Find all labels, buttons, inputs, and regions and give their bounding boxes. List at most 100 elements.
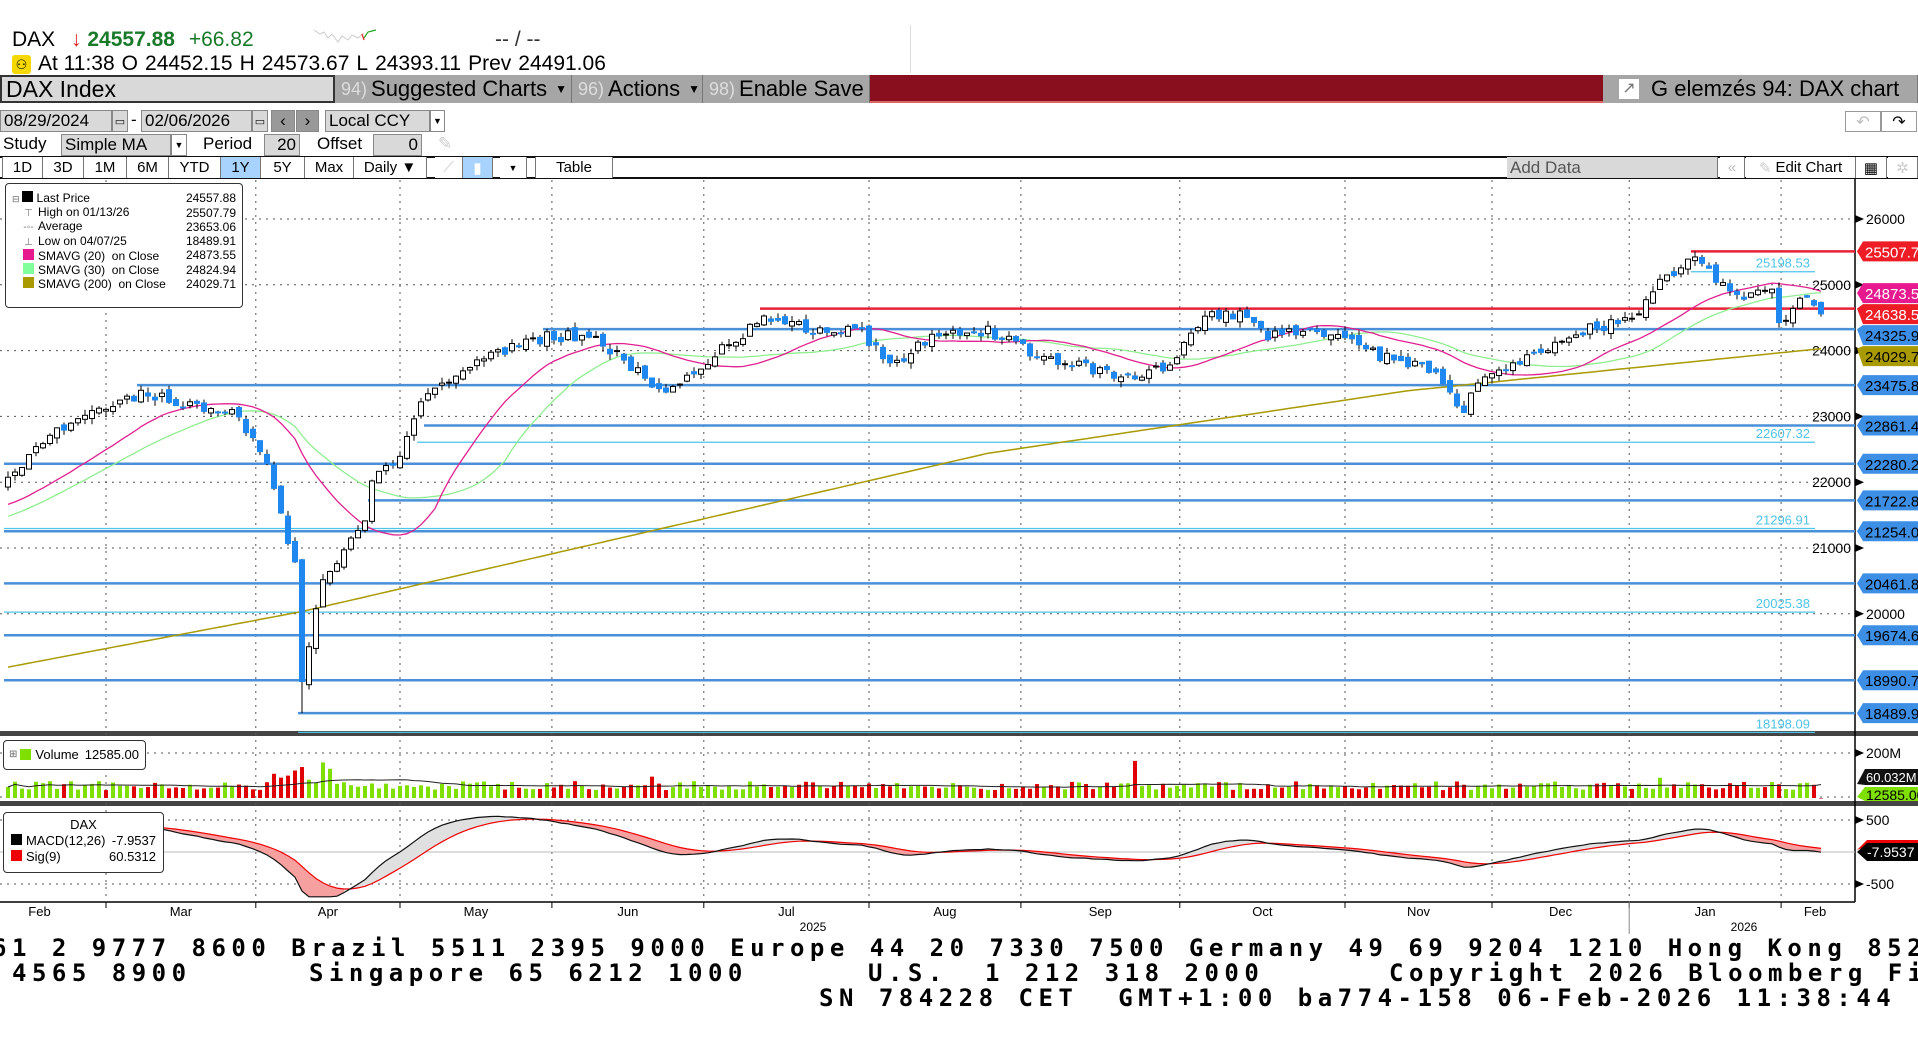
previous-period-button[interactable]: ‹ xyxy=(271,110,295,132)
chart-type-dropdown-icon[interactable]: ▼ xyxy=(500,157,527,178)
axis-price-label: 24029.71 xyxy=(1857,346,1918,367)
candle-body xyxy=(1475,382,1481,392)
study-select[interactable]: Simple MA xyxy=(61,134,171,156)
volume-last-label: 12585.00 xyxy=(1866,787,1918,803)
volume-bar xyxy=(55,788,59,798)
candle-body xyxy=(999,337,1005,340)
candle xyxy=(1608,314,1614,340)
range-button-5y[interactable]: 5Y xyxy=(261,157,305,178)
volume-bar xyxy=(1399,785,1403,798)
range-button-1d[interactable]: 1D xyxy=(2,157,43,178)
candle-body xyxy=(1055,353,1061,365)
candle-body xyxy=(215,411,221,414)
dropdown-arrow-icon[interactable]: ▼ xyxy=(171,134,187,156)
range-button-1m[interactable]: 1M xyxy=(84,157,127,178)
candle-body xyxy=(761,315,767,326)
chart-settings-icon[interactable]: ▦ xyxy=(1856,157,1887,178)
candle xyxy=(1636,310,1642,316)
candle xyxy=(663,383,669,394)
security-input[interactable]: DAX Index xyxy=(0,75,335,103)
candle-body xyxy=(1461,405,1467,413)
enable-save-button[interactable]: 98) Enable Save xyxy=(703,75,870,103)
candle xyxy=(1048,353,1054,359)
dropdown-arrow-icon[interactable]: ▼ xyxy=(430,110,445,132)
candle-body xyxy=(1454,393,1460,407)
next-period-button[interactable]: › xyxy=(296,110,319,132)
macd-value: -7.9537 xyxy=(111,833,156,848)
range-button-6m[interactable]: 6M xyxy=(127,157,169,178)
volume-bar xyxy=(1497,784,1501,798)
candle xyxy=(635,361,641,376)
pencil-icon[interactable]: ✎ xyxy=(438,134,453,153)
quote-line: DAX ↓ 24557.88 +66.82 xyxy=(12,28,254,52)
candle-body xyxy=(579,334,585,341)
price-chart[interactable]: Feb Mar Apr May Jun Jul Aug Sep Oct Nov Dec Jan Feb 2… xyxy=(0,0,1918,940)
volume-bar xyxy=(1056,786,1060,798)
legend-value: 24824.94 xyxy=(185,262,236,277)
alert-icon[interactable]: ⚇ xyxy=(12,54,31,74)
offset-input[interactable]: 0 xyxy=(373,134,422,156)
undo-button[interactable]: ↶ xyxy=(1845,111,1881,132)
legend-swatch xyxy=(23,277,34,289)
volume-bar xyxy=(1581,789,1585,798)
table-button[interactable]: Table xyxy=(535,157,613,178)
end-date-input[interactable]: 02/06/2026 xyxy=(141,110,252,132)
range-button-max[interactable]: Max xyxy=(305,157,354,178)
range-button-ytd[interactable]: YTD xyxy=(169,157,221,178)
volume-bar xyxy=(69,781,73,798)
volume-bar xyxy=(384,783,388,798)
candle xyxy=(1811,299,1817,307)
actions-button[interactable]: 96) Actions ▼ xyxy=(572,75,703,103)
period-input[interactable]: 20 xyxy=(264,134,300,156)
volume-bar xyxy=(538,788,542,798)
candle xyxy=(1300,329,1306,339)
candle-body xyxy=(803,319,809,333)
redo-button[interactable]: ↷ xyxy=(1881,111,1917,132)
candle-body xyxy=(222,411,228,414)
suggested-charts-button[interactable]: 94) Suggested Charts ▼ xyxy=(335,75,572,103)
macd-fill xyxy=(1219,841,1226,850)
chart-title-button[interactable]: ↗ G elemzés 94: DAX chart xyxy=(1603,75,1918,103)
candle-body xyxy=(495,349,501,353)
calendar-icon[interactable]: ▭ xyxy=(252,110,268,132)
macd-fill xyxy=(1212,842,1219,852)
candle xyxy=(257,440,263,456)
volume-bar xyxy=(1511,787,1515,798)
volume-bar xyxy=(139,787,143,798)
start-date-input[interactable]: 08/29/2024 xyxy=(0,110,112,132)
candle-body xyxy=(117,399,123,405)
range-button-3d[interactable]: 3D xyxy=(43,157,84,178)
line-chart-icon[interactable]: ⟋ xyxy=(435,157,463,178)
bar-chart-icon[interactable]: ▮ xyxy=(463,157,493,178)
range-button-1y[interactable]: 1Y xyxy=(221,157,261,178)
axis-label-text: 19674.68 xyxy=(1865,628,1918,645)
volume-bar xyxy=(895,783,899,798)
candle-body xyxy=(859,327,865,330)
candle xyxy=(152,393,158,406)
candle xyxy=(614,345,620,357)
edit-chart-button[interactable]: ✎ Edit Chart xyxy=(1746,157,1856,178)
expand-icon[interactable]: ⊞ xyxy=(9,749,18,760)
macd-fill xyxy=(764,839,771,846)
calendar-icon[interactable]: ▭ xyxy=(112,110,128,132)
volume-bar xyxy=(1126,783,1130,798)
candle-body xyxy=(712,356,718,367)
collapse-icon[interactable]: « xyxy=(1720,157,1745,178)
candle xyxy=(502,346,508,357)
volume-bar xyxy=(1784,789,1788,798)
volume-bar xyxy=(657,783,661,798)
candle-body xyxy=(1244,309,1250,318)
candle xyxy=(901,353,907,363)
candle-body xyxy=(110,406,116,412)
candle xyxy=(1769,288,1775,299)
candle xyxy=(327,570,333,586)
macd-fill xyxy=(463,818,470,832)
add-data-input[interactable]: Add Data xyxy=(1507,157,1718,178)
currency-select[interactable]: Local CCY xyxy=(325,110,430,132)
legend-item: SMAVG (200) on Close 24029.71 xyxy=(12,277,236,291)
candle-body xyxy=(1531,351,1537,354)
volume-bar xyxy=(503,789,507,798)
collapse-icon[interactable]: ⊟ xyxy=(12,194,20,204)
frequency-select[interactable]: Daily ▼ xyxy=(354,157,427,178)
candle xyxy=(733,341,739,350)
